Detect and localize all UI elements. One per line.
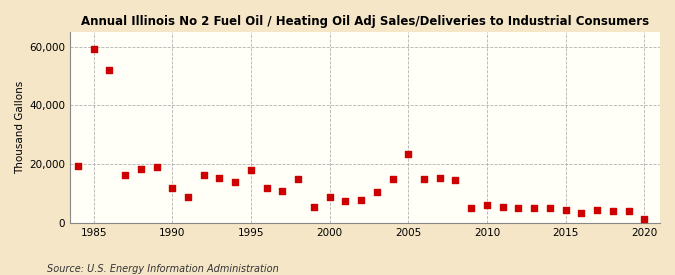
- Point: [639, 216, 649, 221]
- Point: [481, 203, 492, 208]
- Point: [434, 175, 445, 180]
- Point: [104, 68, 115, 72]
- Point: [403, 152, 414, 156]
- Point: [592, 208, 603, 212]
- Point: [324, 194, 335, 199]
- Point: [497, 205, 508, 209]
- Point: [293, 177, 304, 181]
- Y-axis label: Thousand Gallons: Thousand Gallons: [15, 81, 25, 174]
- Point: [230, 180, 240, 184]
- Point: [119, 172, 130, 177]
- Point: [167, 186, 178, 190]
- Point: [151, 164, 162, 169]
- Point: [340, 199, 351, 203]
- Point: [261, 186, 272, 190]
- Point: [371, 190, 382, 194]
- Point: [608, 209, 618, 214]
- Point: [418, 177, 429, 181]
- Point: [246, 168, 256, 172]
- Point: [183, 194, 194, 199]
- Point: [356, 197, 367, 202]
- Title: Annual Illinois No 2 Fuel Oil / Heating Oil Adj Sales/Deliveries to Industrial C: Annual Illinois No 2 Fuel Oil / Heating …: [81, 15, 649, 28]
- Point: [576, 211, 587, 215]
- Point: [623, 209, 634, 214]
- Point: [72, 164, 83, 168]
- Point: [277, 189, 288, 193]
- Point: [214, 175, 225, 180]
- Point: [466, 206, 477, 211]
- Point: [529, 206, 539, 211]
- Text: Source: U.S. Energy Information Administration: Source: U.S. Energy Information Administ…: [47, 264, 279, 274]
- Point: [88, 47, 99, 51]
- Point: [308, 205, 319, 209]
- Point: [387, 177, 398, 181]
- Point: [560, 208, 571, 212]
- Point: [545, 206, 556, 211]
- Point: [450, 178, 461, 183]
- Point: [513, 206, 524, 211]
- Point: [136, 167, 146, 171]
- Point: [198, 172, 209, 177]
